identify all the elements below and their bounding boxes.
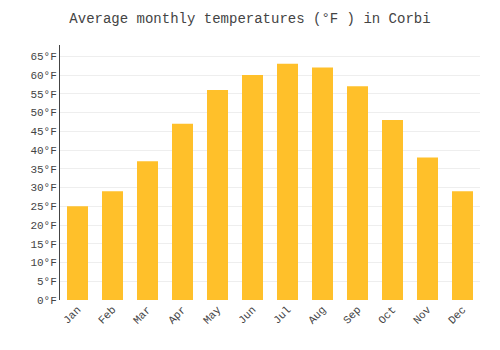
svg-text:15°F: 15°F: [30, 239, 56, 251]
svg-text:Feb: Feb: [96, 304, 118, 326]
svg-text:0°F: 0°F: [37, 295, 57, 307]
svg-text:Nov: Nov: [411, 304, 434, 327]
svg-text:Jun: Jun: [236, 304, 258, 326]
svg-text:May: May: [201, 304, 224, 327]
svg-text:Apr: Apr: [166, 304, 188, 326]
svg-text:Aug: Aug: [306, 304, 328, 326]
svg-text:Mar: Mar: [131, 304, 153, 326]
svg-text:65°F: 65°F: [30, 51, 56, 63]
svg-text:25°F: 25°F: [30, 201, 56, 213]
svg-text:45°F: 45°F: [30, 126, 56, 138]
svg-text:Sep: Sep: [341, 304, 363, 326]
svg-text:5°F: 5°F: [37, 276, 57, 288]
svg-text:Oct: Oct: [376, 304, 398, 326]
svg-text:35°F: 35°F: [30, 164, 56, 176]
svg-text:30°F: 30°F: [30, 182, 56, 194]
svg-text:55°F: 55°F: [30, 89, 56, 101]
svg-text:50°F: 50°F: [30, 107, 56, 119]
svg-text:Average monthly temperatures (: Average monthly temperatures (°F ) in Co…: [69, 11, 430, 27]
svg-text:20°F: 20°F: [30, 220, 56, 232]
svg-text:60°F: 60°F: [30, 70, 56, 82]
svg-text:10°F: 10°F: [30, 257, 56, 269]
svg-text:Jan: Jan: [61, 304, 83, 326]
svg-text:Jul: Jul: [271, 304, 293, 326]
svg-text:40°F: 40°F: [30, 145, 56, 157]
svg-text:Dec: Dec: [446, 304, 468, 326]
